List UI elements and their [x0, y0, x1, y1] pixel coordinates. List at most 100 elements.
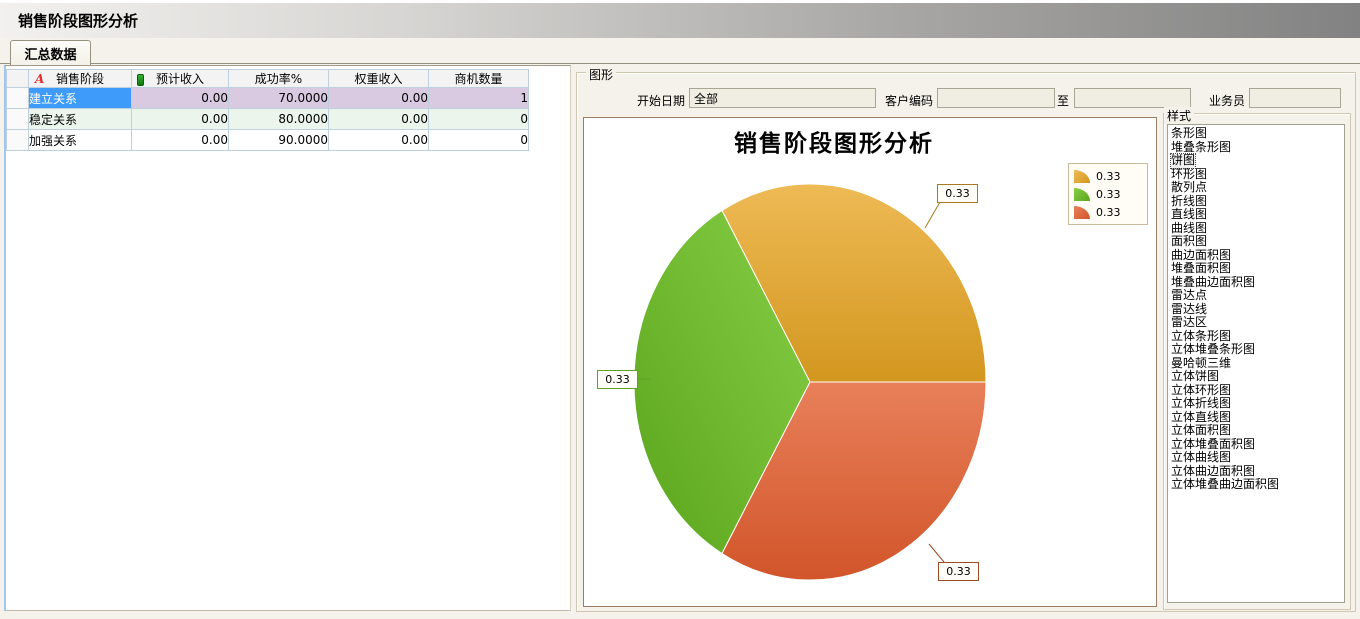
style-list-item[interactable]: 曲边面积图 [1171, 247, 1344, 263]
graphics-group-label: 图形 [586, 66, 617, 83]
style-list-item-label: 曲边面积图 [1171, 247, 1232, 262]
style-list-item[interactable]: 立体环形图 [1171, 383, 1344, 398]
legend-wedge-icon [1074, 206, 1090, 219]
stage-cell[interactable]: 加强关系 [28, 129, 132, 151]
style-list-item[interactable]: 立体饼图 [1171, 369, 1344, 384]
style-group-label: 样式 [1164, 107, 1195, 124]
style-list-item[interactable]: 面积图 [1171, 234, 1344, 249]
column-header-success-rate[interactable]: 成功率% [228, 69, 329, 88]
style-list-item[interactable]: 立体堆叠条形图 [1171, 342, 1344, 357]
weighted-cell[interactable]: 0.00 [328, 87, 429, 109]
style-list-item[interactable]: 堆叠曲边面积图 [1171, 275, 1344, 290]
callout-connector-3 [928, 543, 945, 563]
style-list-item-label: 立体曲边面积图 [1171, 463, 1256, 478]
style-list-item-label: 立体曲线图 [1171, 450, 1232, 464]
legend-item: 0.33 [1074, 187, 1142, 202]
weighted-cell[interactable]: 0.00 [328, 129, 429, 151]
style-list-item-label: 环形图 [1171, 166, 1208, 181]
tab-strip-divider [0, 63, 1360, 64]
style-list-item[interactable]: 立体面积图 [1171, 423, 1344, 438]
style-list-item[interactable]: 曼哈顿三维 [1171, 355, 1344, 371]
success-cell[interactable]: 80.0000 [228, 108, 329, 130]
table-row[interactable]: 加强关系 0.00 90.0000 0.00 0 [6, 129, 529, 151]
range-to-input[interactable] [1074, 88, 1191, 108]
style-list-item-label: 立体饼图 [1171, 369, 1220, 383]
column-header-expected-revenue[interactable]: 预计收入 [131, 69, 229, 88]
slice-value-callout: 0.33 [938, 562, 979, 581]
style-list-item-label: 立体条形图 [1171, 328, 1232, 343]
row-indicator-header[interactable] [6, 69, 29, 88]
style-list-item[interactable]: 雷达线 [1171, 301, 1344, 317]
style-list-item[interactable]: 堆叠条形图 [1171, 140, 1344, 155]
callout-connector-1 [924, 201, 941, 229]
tab-label: 汇总数据 [24, 47, 77, 63]
stage-cell-selected[interactable]: 建立关系 [28, 87, 132, 109]
row-indicator-cell[interactable] [6, 87, 29, 109]
style-list-item[interactable]: 堆叠面积图 [1171, 261, 1344, 276]
stage-cell[interactable]: 稳定关系 [28, 108, 132, 130]
expected-cell[interactable]: 0.00 [131, 129, 229, 151]
style-list-item[interactable]: 立体堆叠曲边面积图 [1171, 477, 1344, 492]
style-list-item[interactable]: 散列点 [1171, 180, 1344, 195]
customer-code-label: 客户编码 [885, 94, 934, 108]
expected-cell[interactable]: 0.00 [131, 87, 229, 109]
style-list-item-label: 曲线图 [1171, 220, 1208, 235]
summary-table: A 销售阶段 预计收入 成功率% 权重收入 商机数量 [6, 69, 529, 151]
style-list-item-label: 立体折线图 [1171, 396, 1232, 410]
expected-cell[interactable]: 0.00 [131, 108, 229, 130]
chart-title: 销售阶段图形分析 [734, 130, 934, 157]
style-list-item[interactable]: 曲线图 [1171, 220, 1344, 236]
tab-summary-data[interactable]: 汇总数据 [10, 40, 91, 65]
style-list-item[interactable]: 折线图 [1171, 193, 1344, 209]
legend-item: 0.33 [1074, 205, 1142, 220]
style-list-item[interactable]: 饼图 [1169, 153, 1344, 169]
success-cell[interactable]: 90.0000 [228, 129, 329, 151]
legend-item: 0.33 [1074, 169, 1142, 184]
style-list-item-label: 雷达线 [1171, 301, 1208, 316]
success-cell[interactable]: 70.0000 [228, 87, 329, 109]
style-list: 条形图 堆叠条形图 饼图 环形图 散列点 折线图 直线图 曲线图 面积图 曲边面积图 堆叠面积图 堆叠… [1167, 124, 1345, 603]
style-list-item[interactable]: 立体曲线图 [1171, 450, 1344, 465]
style-list-item-label: 直线图 [1171, 207, 1208, 221]
count-cell[interactable]: 0 [428, 129, 529, 151]
style-list-item[interactable]: 立体直线图 [1171, 410, 1344, 425]
table-header-row: A 销售阶段 预计收入 成功率% 权重收入 商机数量 [6, 69, 529, 88]
row-indicator-cell[interactable] [6, 108, 29, 130]
style-list-item[interactable]: 立体折线图 [1171, 396, 1344, 411]
count-cell[interactable]: 1 [428, 87, 529, 109]
style-list-item-label: 散列点 [1171, 180, 1208, 194]
style-list-item[interactable]: 立体曲边面积图 [1171, 463, 1344, 479]
style-list-item-label: 立体堆叠曲边面积图 [1171, 477, 1280, 491]
weighted-cell[interactable]: 0.00 [328, 108, 429, 130]
style-list-item-label: 曼哈顿三维 [1171, 355, 1232, 370]
legend-wedge-icon [1074, 188, 1090, 201]
pie-slice-1 [721, 183, 987, 383]
start-date-label: 开始日期 [637, 94, 686, 108]
count-cell[interactable]: 0 [428, 108, 529, 130]
style-list-item-label: 折线图 [1171, 193, 1208, 208]
style-list-item[interactable]: 雷达点 [1171, 288, 1344, 303]
row-indicator-cell[interactable] [6, 129, 29, 151]
style-list-item[interactable]: 环形图 [1171, 166, 1344, 182]
table-row[interactable]: 稳定关系 0.00 80.0000 0.00 0 [6, 108, 529, 130]
style-list-item-label: 雷达点 [1171, 288, 1208, 302]
style-list-item[interactable]: 直线图 [1171, 207, 1344, 222]
style-list-item[interactable]: 条形图 [1171, 126, 1344, 141]
table-row[interactable]: 建立关系 0.00 70.0000 0.00 1 [6, 87, 529, 109]
column-header-stage[interactable]: A 销售阶段 [28, 69, 132, 88]
style-list-item-label: 饼图 [1169, 153, 1197, 169]
pie-chart-svg [633, 183, 987, 581]
customer-code-input[interactable] [937, 88, 1055, 108]
style-list-item[interactable]: 立体条形图 [1171, 328, 1344, 344]
style-list-item-label: 立体堆叠面积图 [1171, 436, 1256, 451]
style-list-item-label: 堆叠面积图 [1171, 261, 1232, 275]
style-list-item[interactable]: 立体堆叠面积图 [1171, 436, 1344, 452]
salesperson-label: 业务员 [1209, 94, 1246, 108]
style-list-item[interactable]: 雷达区 [1171, 315, 1344, 330]
column-header-weighted-revenue[interactable]: 权重收入 [328, 69, 429, 88]
red-letter-A-icon: A [35, 72, 45, 86]
start-date-input[interactable] [689, 88, 876, 108]
style-list-item-label: 条形图 [1171, 126, 1208, 140]
salesperson-input[interactable] [1249, 88, 1341, 108]
column-header-opportunity-count[interactable]: 商机数量 [428, 69, 529, 88]
